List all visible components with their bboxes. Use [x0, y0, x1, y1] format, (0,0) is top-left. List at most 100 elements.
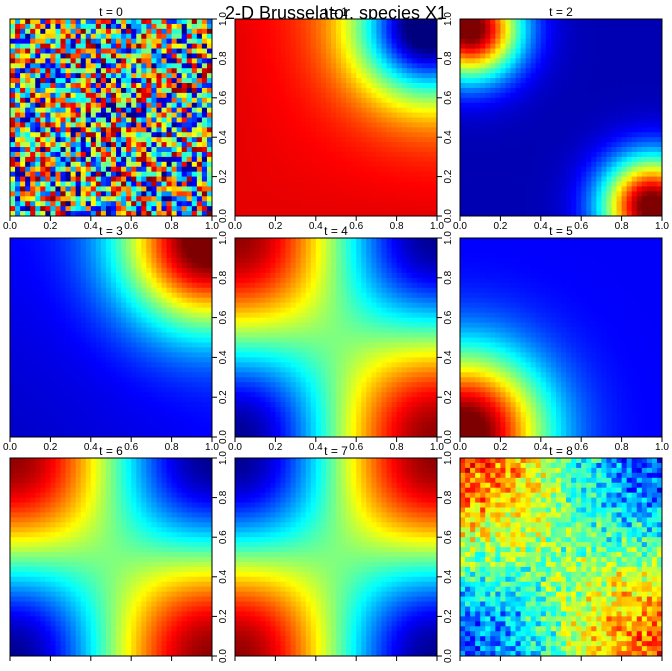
heatmap-cell — [485, 201, 491, 207]
heatmap-cell — [500, 171, 506, 177]
heatmap-cell — [636, 43, 643, 49]
heatmap-cell — [341, 181, 347, 187]
heatmap-cell — [45, 23, 51, 30]
heatmap-cell — [426, 23, 433, 30]
heatmap-cell — [591, 191, 597, 197]
heatmap-cell — [90, 19, 97, 25]
heatmap-cell — [535, 161, 542, 168]
heatmap-cell — [136, 97, 142, 104]
heatmap-cell — [606, 166, 612, 173]
heatmap-cell — [310, 107, 317, 113]
heatmap-cell — [510, 107, 516, 113]
heatmap-cell — [206, 196, 213, 202]
heatmap-cell — [15, 97, 21, 104]
heatmap-cell — [300, 19, 307, 25]
heatmap-cell — [406, 87, 413, 94]
heatmap-cell — [250, 181, 256, 187]
heatmap-cell — [196, 102, 203, 109]
heatmap-cell — [25, 247, 31, 254]
heatmap-cell — [15, 53, 21, 59]
heatmap-cell — [361, 33, 367, 40]
heatmap-cell — [616, 176, 622, 182]
heatmap-cell — [596, 53, 602, 59]
heatmap-cell — [250, 97, 256, 104]
heatmap-cell — [351, 151, 357, 158]
heatmap-cell — [611, 211, 617, 217]
heatmap-cell — [265, 117, 271, 123]
heatmap-cell — [330, 73, 337, 79]
heatmap-cell — [285, 73, 291, 79]
heatmap-cell — [426, 132, 433, 138]
heatmap-cell — [65, 176, 71, 182]
heatmap-cell — [35, 97, 41, 104]
heatmap-cell — [636, 58, 643, 64]
heatmap-cell — [100, 238, 107, 244]
heatmap-cell — [305, 171, 312, 177]
heatmap-cell — [485, 68, 491, 74]
heatmap-cell — [540, 132, 547, 138]
heatmap-cell — [255, 23, 261, 30]
heatmap-cell — [656, 127, 663, 133]
heatmap-cell — [490, 161, 496, 168]
heatmap-cell — [50, 58, 56, 64]
heatmap-cell — [176, 63, 183, 69]
heatmap-cell — [105, 102, 112, 109]
heatmap-cell — [35, 242, 41, 249]
heatmap-cell — [300, 68, 307, 74]
heatmap-cell — [325, 43, 332, 49]
heatmap-cell — [330, 28, 337, 35]
heatmap-cell — [305, 206, 312, 212]
heatmap-cell — [235, 156, 241, 163]
heatmap-cell — [40, 97, 46, 104]
heatmap-cell — [320, 151, 327, 158]
heatmap-cell — [616, 102, 622, 109]
heatmap-cell — [315, 33, 322, 40]
heatmap-cell — [70, 166, 77, 173]
heatmap-cell — [65, 242, 71, 249]
heatmap-cell — [330, 181, 337, 187]
heatmap-cell — [176, 122, 183, 128]
heatmap-cell — [525, 147, 532, 153]
heatmap-cell — [500, 102, 506, 109]
heatmap-cell — [80, 191, 87, 197]
heatmap-cell — [351, 83, 357, 89]
heatmap-cell — [65, 201, 71, 207]
heatmap-cell — [346, 97, 352, 104]
heatmap-cell — [401, 127, 408, 133]
heatmap-cell — [105, 242, 112, 249]
heatmap-cell — [490, 97, 496, 104]
heatmap-cell — [285, 156, 291, 163]
heatmap-cell — [371, 166, 377, 173]
heatmap-cell — [171, 201, 178, 207]
heatmap-cell — [156, 201, 162, 207]
heatmap-cell — [356, 48, 362, 54]
heatmap-cell — [40, 73, 46, 79]
heatmap-cell — [381, 161, 387, 168]
heatmap-cell — [376, 191, 382, 197]
heatmap-cell — [646, 87, 653, 94]
heatmap-cell — [505, 83, 511, 89]
heatmap-cell — [500, 58, 506, 64]
heatmap-cell — [45, 161, 51, 168]
heatmap-cell — [330, 151, 337, 158]
heatmap-cell — [295, 181, 302, 187]
heatmap-cell — [191, 19, 198, 25]
heatmap-cell — [275, 23, 281, 30]
heatmap-cell — [631, 58, 638, 64]
heatmap-cell — [55, 87, 61, 94]
heatmap-cell — [285, 181, 291, 187]
heatmap-cell — [601, 161, 607, 168]
heatmap-cell — [636, 176, 643, 182]
heatmap-cell — [126, 58, 132, 64]
heatmap-cell — [146, 92, 152, 99]
heatmap-cell — [351, 107, 357, 113]
heatmap-cell — [295, 19, 302, 25]
heatmap-cell — [126, 186, 132, 192]
heatmap-cell — [411, 147, 418, 153]
heatmap-cell — [460, 117, 466, 123]
heatmap-cell — [126, 122, 132, 128]
heatmap-cell — [561, 78, 567, 84]
heatmap-cell — [176, 166, 183, 173]
heatmap-cell — [40, 147, 46, 153]
heatmap-cell — [50, 151, 56, 158]
